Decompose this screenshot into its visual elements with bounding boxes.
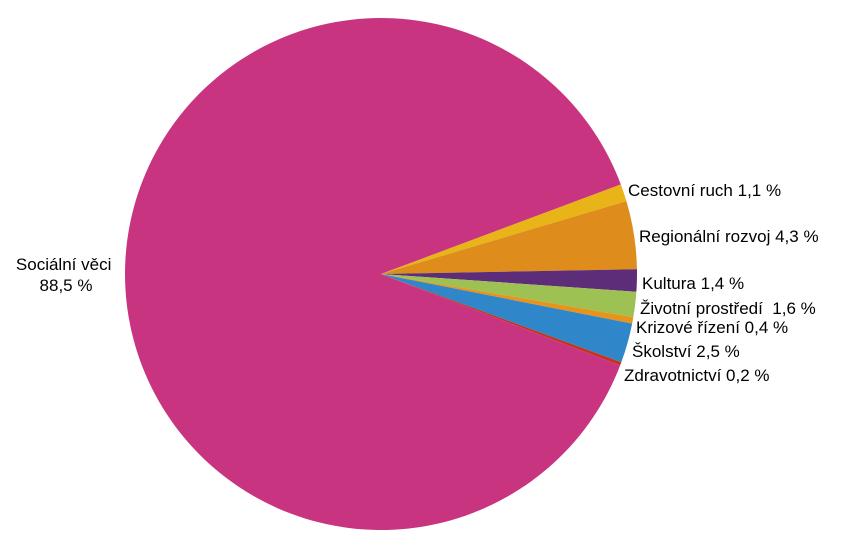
label-krizove-rizeni: Krizové řízení 0,4 % (636, 318, 788, 337)
pie-slice-7 (125, 18, 621, 531)
label-zivotni-prostredi: Životní prostředí 1,6 % (640, 299, 816, 318)
pie-slices (125, 18, 638, 531)
label-zdravotnictvi: Zdravotnictví 0,2 % (624, 366, 770, 385)
pie-slice-1 (381, 201, 637, 274)
pie-slice-0 (381, 184, 627, 274)
label-socialni-veci: Sociální věci 88,5 % (16, 255, 116, 295)
pie-slice-2 (381, 269, 638, 292)
label-skolstvi: Školství 2,5 % (632, 342, 740, 361)
label-kultura: Kultura 1,4 % (642, 274, 744, 293)
pie-slice-3 (381, 274, 637, 318)
label-regionalni-rozvoj: Regionální rozvoj 4,3 % (639, 227, 819, 246)
label-cestovni-ruch: Cestovní ruch 1,1 % (628, 181, 781, 200)
pie-slice-6 (381, 274, 622, 366)
pie-labels: Cestovní ruch 1,1 % Regionální rozvoj 4,… (16, 181, 819, 385)
pie-slice-4 (381, 274, 634, 324)
pie-slice-5 (381, 274, 633, 363)
